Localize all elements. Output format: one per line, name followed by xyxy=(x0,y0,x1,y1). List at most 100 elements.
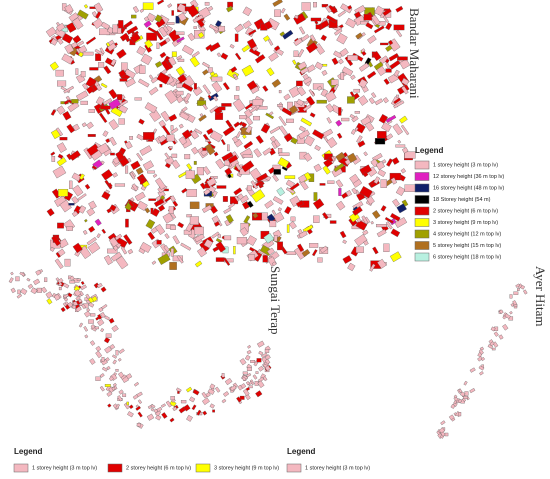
building xyxy=(331,79,339,86)
building xyxy=(102,98,113,106)
building xyxy=(245,381,250,386)
building xyxy=(144,102,158,114)
building xyxy=(401,85,409,95)
building xyxy=(395,5,404,13)
building xyxy=(316,99,327,104)
building xyxy=(160,403,166,408)
building xyxy=(478,349,484,355)
building xyxy=(164,162,171,169)
building xyxy=(266,247,275,256)
building xyxy=(51,235,61,247)
building xyxy=(202,69,209,76)
building xyxy=(175,31,185,36)
building xyxy=(345,17,357,29)
building xyxy=(222,82,230,91)
building xyxy=(339,48,349,57)
legend-swatch xyxy=(107,463,123,473)
building xyxy=(165,400,172,408)
building xyxy=(129,172,136,180)
building xyxy=(30,287,38,295)
building xyxy=(46,298,53,305)
building xyxy=(215,257,225,262)
building xyxy=(120,246,128,255)
building xyxy=(372,51,382,61)
building xyxy=(517,288,520,291)
building xyxy=(87,241,101,254)
building xyxy=(54,27,66,38)
building xyxy=(331,156,336,162)
building xyxy=(294,14,299,20)
building xyxy=(108,119,119,131)
building xyxy=(296,98,305,107)
building xyxy=(104,346,112,354)
building xyxy=(504,313,511,319)
building xyxy=(335,151,346,162)
building xyxy=(112,24,118,34)
building xyxy=(315,24,322,30)
building xyxy=(469,388,476,394)
building xyxy=(95,376,101,381)
building xyxy=(186,214,192,218)
building xyxy=(158,134,167,143)
building xyxy=(55,252,61,258)
building xyxy=(396,203,407,214)
building xyxy=(72,123,80,132)
building xyxy=(75,68,79,75)
building xyxy=(303,152,313,162)
building xyxy=(512,300,518,306)
building xyxy=(209,403,215,409)
building xyxy=(179,111,190,121)
building xyxy=(274,9,281,17)
building xyxy=(213,95,219,102)
building xyxy=(147,170,155,174)
building xyxy=(393,97,401,105)
building xyxy=(286,224,290,233)
building xyxy=(27,283,34,289)
building xyxy=(260,123,271,134)
building xyxy=(339,230,347,239)
building xyxy=(69,150,81,161)
building xyxy=(83,326,89,332)
building xyxy=(241,160,255,173)
building xyxy=(306,95,316,106)
building xyxy=(378,114,388,124)
building xyxy=(499,309,504,314)
building xyxy=(146,413,155,421)
legend-swatch xyxy=(414,195,430,204)
building xyxy=(157,204,166,212)
building xyxy=(209,130,223,143)
building xyxy=(111,386,116,391)
building xyxy=(385,62,391,69)
building xyxy=(203,239,213,249)
building xyxy=(51,156,56,162)
building xyxy=(231,136,239,144)
building xyxy=(171,10,174,16)
building xyxy=(227,154,239,164)
building xyxy=(305,42,318,54)
building xyxy=(189,56,200,68)
building xyxy=(137,399,143,404)
building xyxy=(178,136,188,146)
building xyxy=(400,124,410,136)
building xyxy=(335,119,343,127)
building xyxy=(143,20,152,28)
building xyxy=(309,243,319,248)
building xyxy=(383,243,390,253)
building xyxy=(147,231,156,241)
building xyxy=(72,242,83,254)
building xyxy=(181,187,188,194)
building xyxy=(109,136,117,146)
building xyxy=(347,5,353,10)
building xyxy=(207,94,212,100)
building xyxy=(194,233,205,243)
building xyxy=(190,0,199,9)
building xyxy=(95,345,102,352)
building xyxy=(119,32,130,42)
building xyxy=(241,44,251,53)
building xyxy=(49,61,59,71)
building xyxy=(209,383,216,390)
building xyxy=(141,180,150,188)
building xyxy=(16,293,23,299)
building xyxy=(77,9,89,20)
building xyxy=(107,248,118,254)
